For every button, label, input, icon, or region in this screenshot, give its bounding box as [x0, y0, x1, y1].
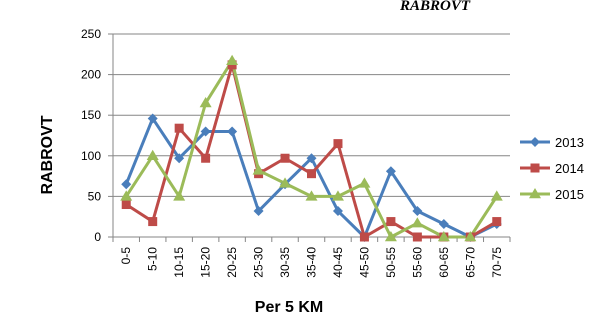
- x-tick-label: 70-75: [490, 247, 504, 278]
- data-point-2013: [385, 166, 396, 177]
- x-tick-label: 55-60: [410, 247, 424, 278]
- data-point-2015: [120, 190, 133, 201]
- legend-marker: [529, 188, 541, 199]
- data-point-2015: [411, 217, 424, 228]
- y-tick-label: 0: [94, 230, 101, 244]
- data-point-2014: [412, 232, 422, 242]
- legend: 2013 2014 2015: [520, 135, 584, 202]
- legend-label: 2014: [555, 161, 584, 176]
- data-point-2015: [279, 177, 292, 188]
- data-point-2014: [333, 139, 343, 149]
- series-line-2014: [125, 63, 498, 239]
- legend-item-2014: 2014: [520, 161, 584, 176]
- data-point-2014: [386, 217, 396, 227]
- data-point-2013: [412, 206, 423, 217]
- x-axis-title: Per 5 KM: [255, 299, 323, 316]
- data-point-2015: [146, 149, 159, 160]
- data-point-2015: [173, 190, 186, 201]
- x-tick-label: 20-25: [225, 247, 239, 278]
- data-point-2013: [438, 219, 449, 230]
- x-tick-labels: 0-5 5-10 10-15 15-20 20-25 25-30 30-35 35-40 40-…: [119, 247, 504, 278]
- y-tick-label: 50: [88, 189, 102, 203]
- data-point-2015: [226, 54, 239, 65]
- data-point-2015: [464, 231, 477, 242]
- data-point-2015: [437, 231, 450, 242]
- data-point-2013: [253, 206, 264, 217]
- data-point-2014: [307, 169, 316, 179]
- x-tick-label: 30-35: [278, 247, 292, 278]
- data-point-2015: [358, 177, 371, 188]
- legend-marker: [530, 137, 540, 147]
- x-tick-label: 40-45: [331, 247, 345, 278]
- data-point-2014: [280, 153, 290, 163]
- series-2015: [124, 59, 499, 239]
- data-point-2014: [359, 232, 369, 242]
- data-point-2013: [332, 206, 343, 217]
- markers-2014: [121, 60, 502, 242]
- legend-label: 2015: [555, 187, 584, 202]
- y-tick-label: 200: [81, 68, 101, 82]
- legend-item-2015: 2015: [520, 187, 584, 202]
- x-tick-label: 15-20: [199, 247, 213, 278]
- legend-item-2013: 2013: [520, 135, 584, 150]
- data-point-2014: [174, 123, 184, 133]
- x-tick-label: 50-55: [384, 247, 398, 278]
- data-point-2015: [490, 190, 503, 201]
- y-tick-label: 250: [81, 27, 101, 41]
- data-point-2014: [121, 200, 131, 210]
- y-tick-labels: 0 50 100 150 200 250: [81, 27, 101, 244]
- data-point-2015: [199, 97, 212, 108]
- data-point-2015: [331, 190, 344, 201]
- x-tick-label: 0-5: [119, 247, 133, 265]
- data-point-2015: [305, 190, 318, 201]
- markers-2015: [120, 54, 503, 242]
- y-axis-title: RABROVT: [39, 115, 56, 194]
- data-point-2015: [384, 231, 397, 242]
- data-point-2015: [252, 164, 265, 175]
- x-tick-label: 45-50: [357, 247, 371, 278]
- series-2014: [125, 63, 498, 239]
- data-point-2013: [147, 113, 158, 124]
- x-tick-label: 10-15: [172, 247, 186, 278]
- axes: [108, 33, 511, 242]
- legend-marker: [530, 163, 540, 173]
- data-point-2013: [200, 126, 211, 137]
- data-point-2013: [174, 153, 185, 164]
- data-point-2013: [121, 179, 132, 190]
- legend-label: 2013: [555, 135, 584, 150]
- y-tick-label: 150: [81, 108, 101, 122]
- data-point-2014: [201, 153, 211, 163]
- x-tick-label: 35-40: [305, 247, 319, 278]
- data-point-2013: [227, 126, 238, 137]
- x-tick-label: 5-10: [146, 247, 160, 271]
- y-tick-label: 100: [81, 149, 101, 163]
- x-tick-label: 65-70: [463, 247, 477, 278]
- chart-title: RABROVT: [399, 0, 471, 14]
- x-tick-label: 25-30: [252, 247, 266, 278]
- series-lines: [120, 54, 503, 242]
- data-point-2014: [148, 217, 158, 227]
- data-point-2013: [306, 153, 317, 164]
- x-tick-label: 60-65: [437, 247, 451, 278]
- series-line-2015: [124, 59, 499, 239]
- data-point-2014: [492, 217, 502, 227]
